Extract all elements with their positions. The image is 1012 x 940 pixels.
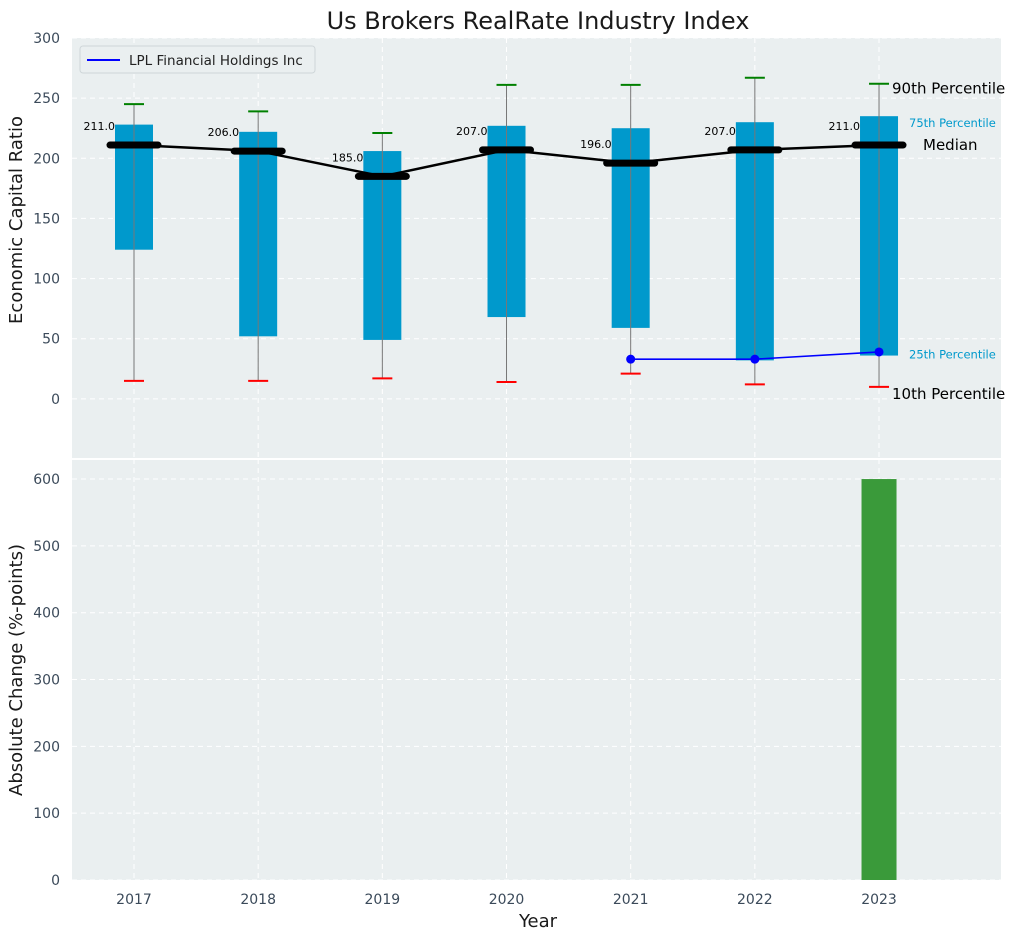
company-series-point xyxy=(750,354,760,364)
median-value-label: 211.0 xyxy=(829,120,861,133)
y-tick-label: 150 xyxy=(33,211,60,227)
bottom-y-axis-label: Absolute Change (%-points) xyxy=(6,544,27,796)
y-tick-label: 600 xyxy=(33,472,60,488)
annotation-p75: 75th Percentile xyxy=(909,116,996,130)
x-tick-label: 2020 xyxy=(489,892,525,908)
y-tick-label: 0 xyxy=(51,392,60,408)
annotation-p10: 10th Percentile xyxy=(892,385,1005,403)
y-tick-label: 400 xyxy=(33,606,60,622)
company-series-point xyxy=(874,347,884,357)
legend: LPL Financial Holdings Inc xyxy=(79,45,316,74)
y-tick-label: 0 xyxy=(51,873,60,889)
change-bar xyxy=(861,479,897,880)
x-tick-label: 2018 xyxy=(240,892,276,908)
x-tick-label: 2023 xyxy=(861,892,897,908)
bottom-gridlines xyxy=(72,459,1001,881)
x-tick-label: 2022 xyxy=(737,892,773,908)
top-annotations: 90th Percentile 75th Percentile Median 25th… xyxy=(892,80,1005,403)
bottom-marks xyxy=(861,479,897,880)
median-value-label: 185.0 xyxy=(332,151,364,164)
x-axis-label: Year xyxy=(518,911,558,932)
top-y-axis-label: Economic Capital Ratio xyxy=(6,116,27,324)
median-value-label: 211.0 xyxy=(84,120,116,133)
annotation-p25: 25th Percentile xyxy=(909,348,996,362)
median-value-label: 207.0 xyxy=(456,125,488,138)
median-value-label: 207.0 xyxy=(704,125,736,138)
x-tick-label: 2017 xyxy=(116,892,152,908)
annotation-median: Median xyxy=(923,136,978,154)
top-panel: 0 50 100 150 200 250 300 211.0 206.0 185.0 207.0 1… xyxy=(6,31,1005,460)
chart-title: Us Brokers RealRate Industry Index xyxy=(327,7,750,35)
median-value-label: 196.0 xyxy=(580,138,612,151)
y-tick-label: 50 xyxy=(42,332,60,348)
bottom-y-ticks: 0 100 200 300 400 500 600 xyxy=(33,472,60,889)
legend-label: LPL Financial Holdings Inc xyxy=(129,53,303,69)
x-tick-label: 2019 xyxy=(365,892,401,908)
annotation-p90: 90th Percentile xyxy=(892,80,1005,98)
legend-box xyxy=(79,45,316,74)
y-tick-label: 500 xyxy=(33,539,60,555)
bottom-panel: 0 100 200 300 400 500 600 2017 2018 2019 2020 2021… xyxy=(6,459,1001,932)
y-tick-label: 300 xyxy=(33,673,60,689)
top-plot-background xyxy=(72,38,1001,459)
top-marks: 211.0 206.0 185.0 207.0 196.0 207.0 211.0 xyxy=(84,76,907,388)
y-tick-label: 100 xyxy=(33,272,60,288)
y-tick-label: 100 xyxy=(33,806,60,822)
bottom-plot-background xyxy=(72,460,1001,880)
median-value-label: 206.0 xyxy=(208,126,240,139)
x-tick-label: 2021 xyxy=(613,892,649,908)
y-tick-label: 250 xyxy=(33,91,60,107)
top-y-ticks: 0 50 100 150 200 250 300 xyxy=(33,31,60,408)
y-tick-label: 200 xyxy=(33,151,60,167)
y-tick-label: 300 xyxy=(33,31,60,47)
y-tick-label: 200 xyxy=(33,739,60,755)
x-ticks: 2017 2018 2019 2020 2021 2022 2023 xyxy=(116,892,897,908)
company-series-point xyxy=(626,354,636,364)
